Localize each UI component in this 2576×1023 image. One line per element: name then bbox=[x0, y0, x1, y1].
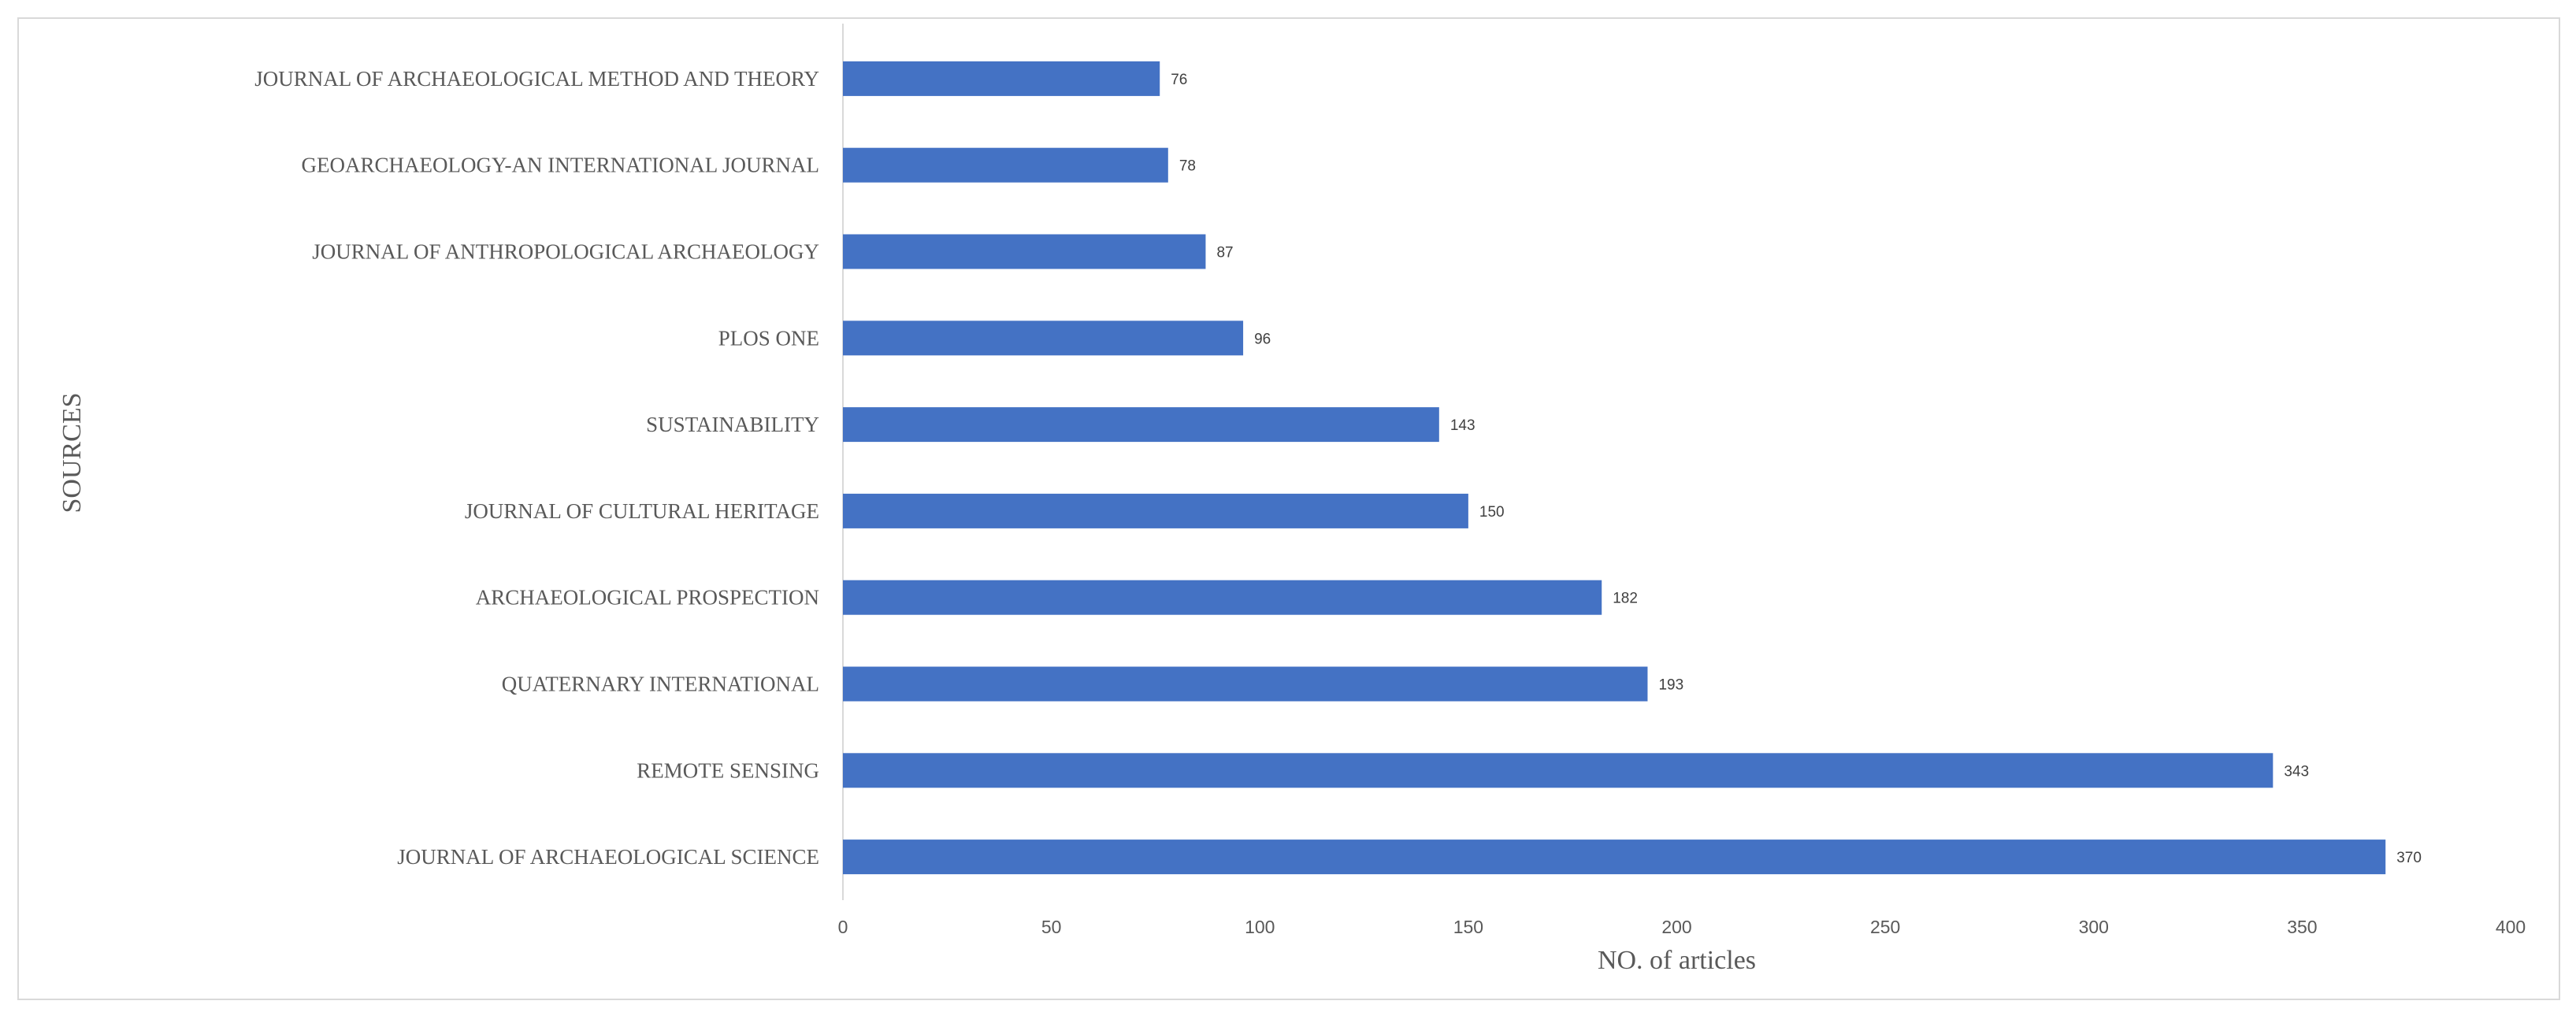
category-labels: JOURNAL OF ARCHAEOLOGICAL METHOD AND THE… bbox=[254, 67, 819, 869]
bar bbox=[843, 753, 2273, 788]
data-label: 96 bbox=[1254, 331, 1271, 347]
x-tick-label: 300 bbox=[2079, 917, 2109, 937]
bar bbox=[843, 840, 2386, 875]
bar bbox=[843, 321, 1244, 356]
category-label: QUATERNARY INTERNATIONAL bbox=[502, 673, 819, 696]
x-tick-label: 50 bbox=[1041, 917, 1062, 937]
bar bbox=[843, 234, 1206, 269]
x-tick-label: 250 bbox=[1870, 917, 1900, 937]
x-axis-title: NO. of articles bbox=[1598, 946, 1756, 975]
x-tick-label: 400 bbox=[2496, 917, 2526, 937]
data-label: 87 bbox=[1216, 245, 1233, 261]
data-label: 343 bbox=[2284, 763, 2309, 780]
bar bbox=[843, 147, 1168, 183]
x-tick-label: 200 bbox=[1661, 917, 1691, 937]
data-label: 370 bbox=[2396, 850, 2422, 866]
category-label: JOURNAL OF ARCHAEOLOGICAL METHOD AND THE… bbox=[254, 67, 819, 91]
bar bbox=[843, 493, 1468, 528]
category-label: ARCHAEOLOGICAL PROSPECTION bbox=[476, 586, 819, 610]
data-label: 143 bbox=[1450, 417, 1475, 434]
category-label: PLOS ONE bbox=[718, 326, 819, 350]
category-label: JOURNAL OF CULTURAL HERITAGE bbox=[465, 499, 819, 523]
bars-layer bbox=[843, 61, 2386, 875]
x-tick-label: 350 bbox=[2287, 917, 2317, 937]
data-label: 150 bbox=[1479, 504, 1505, 521]
data-label: 76 bbox=[1171, 72, 1187, 88]
x-tick-label: 100 bbox=[1245, 917, 1275, 937]
x-tick-labels: 0 50 100 150 200 250 300 350 400 bbox=[838, 917, 2526, 937]
x-tick-label: 0 bbox=[838, 917, 848, 937]
data-label: 182 bbox=[1613, 591, 1638, 607]
bar bbox=[843, 666, 1648, 702]
data-label: 193 bbox=[1658, 677, 1683, 694]
data-labels: 76 78 87 96 143 150 182 193 343 370 bbox=[1171, 72, 2422, 866]
data-label: 78 bbox=[1179, 158, 1196, 175]
category-label: JOURNAL OF ARCHAEOLOGICAL SCIENCE bbox=[397, 845, 819, 869]
bar bbox=[843, 580, 1602, 615]
y-axis-title: SOURCES bbox=[58, 392, 87, 513]
category-label: REMOTE SENSING bbox=[637, 758, 819, 782]
category-label: GEOARCHAEOLOGY-AN INTERNATIONAL JOURNAL bbox=[302, 154, 819, 177]
bar bbox=[843, 407, 1439, 443]
category-label: JOURNAL OF ANTHROPOLOGICAL ARCHAEOLOGY bbox=[312, 240, 819, 264]
category-label: SUSTAINABILITY bbox=[646, 413, 819, 436]
bar bbox=[843, 61, 1160, 96]
x-tick-label: 150 bbox=[1453, 917, 1483, 937]
